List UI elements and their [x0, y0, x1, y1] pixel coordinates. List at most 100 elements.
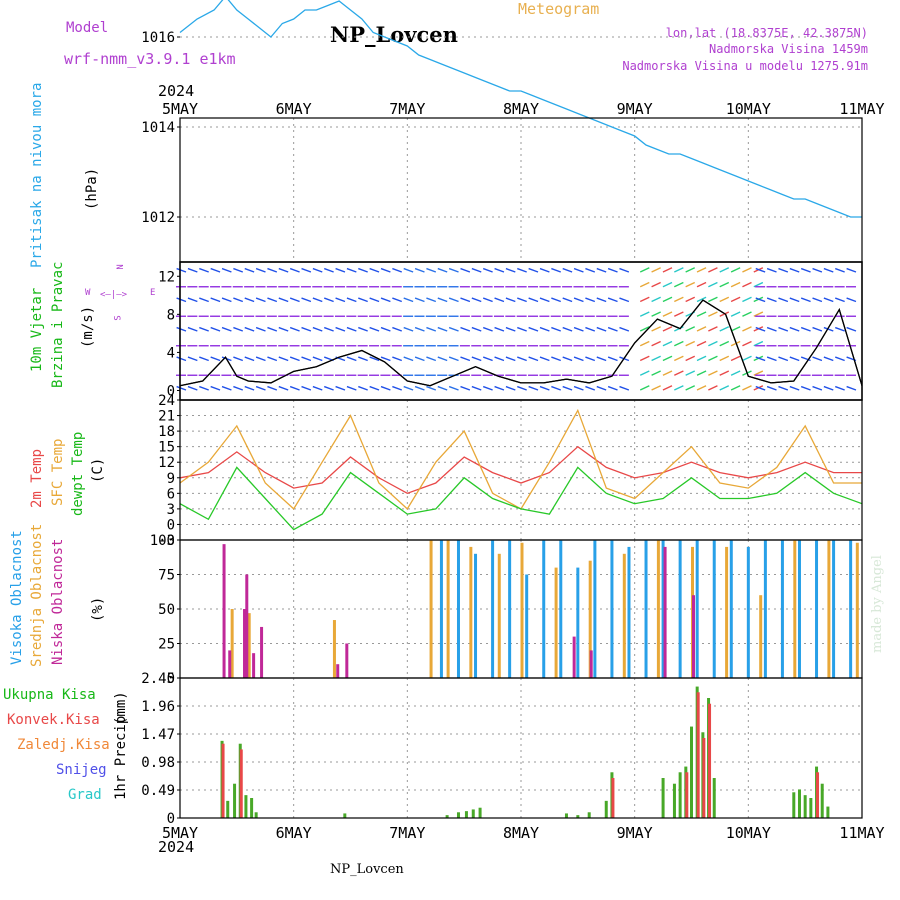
- model-label: Model: [66, 20, 109, 36]
- wind-arrow: [674, 267, 684, 273]
- wind-arrow: [766, 267, 777, 273]
- wind-arrow: [233, 297, 244, 303]
- clouds-bar-mid_cloud: [855, 542, 859, 678]
- wind-arrow: [596, 297, 607, 303]
- bottom-xtick-label: 8MAY: [503, 824, 539, 842]
- wind-arrow: [730, 267, 741, 273]
- wind-arrow: [244, 267, 255, 273]
- wind-arrow: [414, 267, 425, 273]
- wind-arrow: [176, 267, 187, 273]
- wind-arrow: [812, 326, 823, 332]
- wind-arrow: [494, 356, 505, 362]
- wind-arrow: [517, 297, 527, 303]
- wind-arrow: [471, 326, 482, 332]
- precip-bar-total_precip: [250, 798, 254, 818]
- wind-arrow: [392, 297, 403, 303]
- top-xtick-label: 10MAY: [726, 100, 771, 118]
- wind-arrow: [573, 297, 584, 303]
- wind-arrow: [517, 326, 527, 332]
- precip-bar-total_precip: [244, 795, 248, 818]
- precip-bar-conv_precip: [696, 692, 700, 818]
- wind-arrow: [301, 356, 312, 362]
- meteogram-label: Meteogram: [518, 0, 600, 18]
- wind-arrow: [639, 311, 650, 317]
- wind-arrow: [846, 326, 857, 332]
- precip-bar-conv_precip: [239, 749, 243, 818]
- wind-arrow: [346, 356, 357, 362]
- wind-arrow: [685, 281, 696, 288]
- clouds-bar-high_cloud: [525, 574, 529, 678]
- wind-arrow: [380, 297, 391, 303]
- precip-bar-total_precip: [826, 806, 830, 818]
- precip-bar-total_precip: [464, 811, 468, 818]
- wind-arrow: [607, 326, 618, 332]
- wind-arrow: [482, 326, 493, 332]
- elevation-label: Nadmorska Visina 1459m: [709, 42, 868, 56]
- wind-arrow: [662, 311, 673, 317]
- wind-arrow: [619, 385, 630, 391]
- wind-arrow: [369, 267, 380, 273]
- wind-arrow: [255, 385, 266, 391]
- wind-arrow: [685, 267, 696, 273]
- wind-arrow: [176, 356, 187, 362]
- top-xtick-label: 5MAY: [162, 100, 198, 118]
- wind-arrow: [812, 267, 823, 273]
- wind-arrow: [346, 267, 357, 273]
- compass-west: W: [85, 288, 91, 298]
- precip-bar-total_precip: [254, 812, 258, 818]
- precip-bar-conv_precip: [611, 778, 615, 818]
- clouds-bar-low_cloud: [222, 544, 226, 678]
- wind-arrow: [596, 356, 607, 362]
- wind-arrow: [482, 297, 493, 303]
- wind-arrow: [278, 356, 289, 362]
- bottom-year-label: 2024: [158, 838, 195, 856]
- wind-arrow: [730, 370, 741, 376]
- wind-arrow: [414, 297, 425, 303]
- wind-arrow: [719, 296, 730, 303]
- wind-arrow: [596, 385, 607, 391]
- wind-arrow: [742, 281, 752, 288]
- wind-arrow: [380, 356, 391, 362]
- temperature-series-dewpt: [179, 466, 863, 531]
- wind-arrow: [414, 326, 425, 332]
- wind-arrow: [708, 326, 718, 332]
- precip-bar-total_precip: [797, 789, 801, 818]
- wind-arrow: [766, 326, 777, 332]
- clouds-bar-high_cloud: [610, 540, 614, 678]
- wind-arrow: [778, 356, 789, 362]
- wind-arrow: [187, 385, 198, 391]
- top-xtick-label: 6MAY: [276, 100, 312, 118]
- footer-station: NP_Lovcen: [330, 862, 404, 877]
- wind-arrow: [505, 356, 516, 362]
- wind-arrow: [823, 385, 834, 391]
- wind-arrow: [730, 385, 741, 391]
- wind-arrow: [639, 370, 650, 376]
- wind-arrow: [539, 385, 550, 391]
- wind-arrow: [730, 326, 741, 332]
- wind-arrow: [651, 355, 661, 362]
- precip-bar-total_precip: [678, 772, 682, 818]
- wind-arrow: [289, 326, 300, 332]
- wind-arrow: [346, 385, 357, 391]
- wind-arrow: [812, 297, 823, 303]
- wind-arrow: [312, 356, 323, 362]
- wind-arrow: [662, 281, 673, 288]
- wind-arrow: [403, 356, 414, 362]
- wind-arrow: [426, 385, 437, 391]
- bottom-xtick-label: 11MAY: [839, 824, 884, 842]
- clouds-bar-high_cloud: [661, 540, 665, 678]
- wind-arrow: [730, 311, 741, 317]
- wind-arrow: [696, 296, 707, 303]
- wind-arrow: [403, 326, 414, 332]
- clouds-bar-mid_cloud: [497, 553, 501, 678]
- wind-arrow: [596, 267, 607, 273]
- wind-arrow: [255, 297, 266, 303]
- wind-arrow: [267, 326, 278, 332]
- clouds-bar-mid_cloud: [520, 542, 524, 678]
- wind-arrow: [573, 267, 584, 273]
- clouds-bar-high_cloud: [763, 540, 767, 678]
- wind-arrow: [278, 326, 289, 332]
- precip-bar-total_precip: [672, 783, 676, 818]
- wind-arrow: [448, 326, 459, 332]
- pressure-series-pressure: [179, 0, 862, 218]
